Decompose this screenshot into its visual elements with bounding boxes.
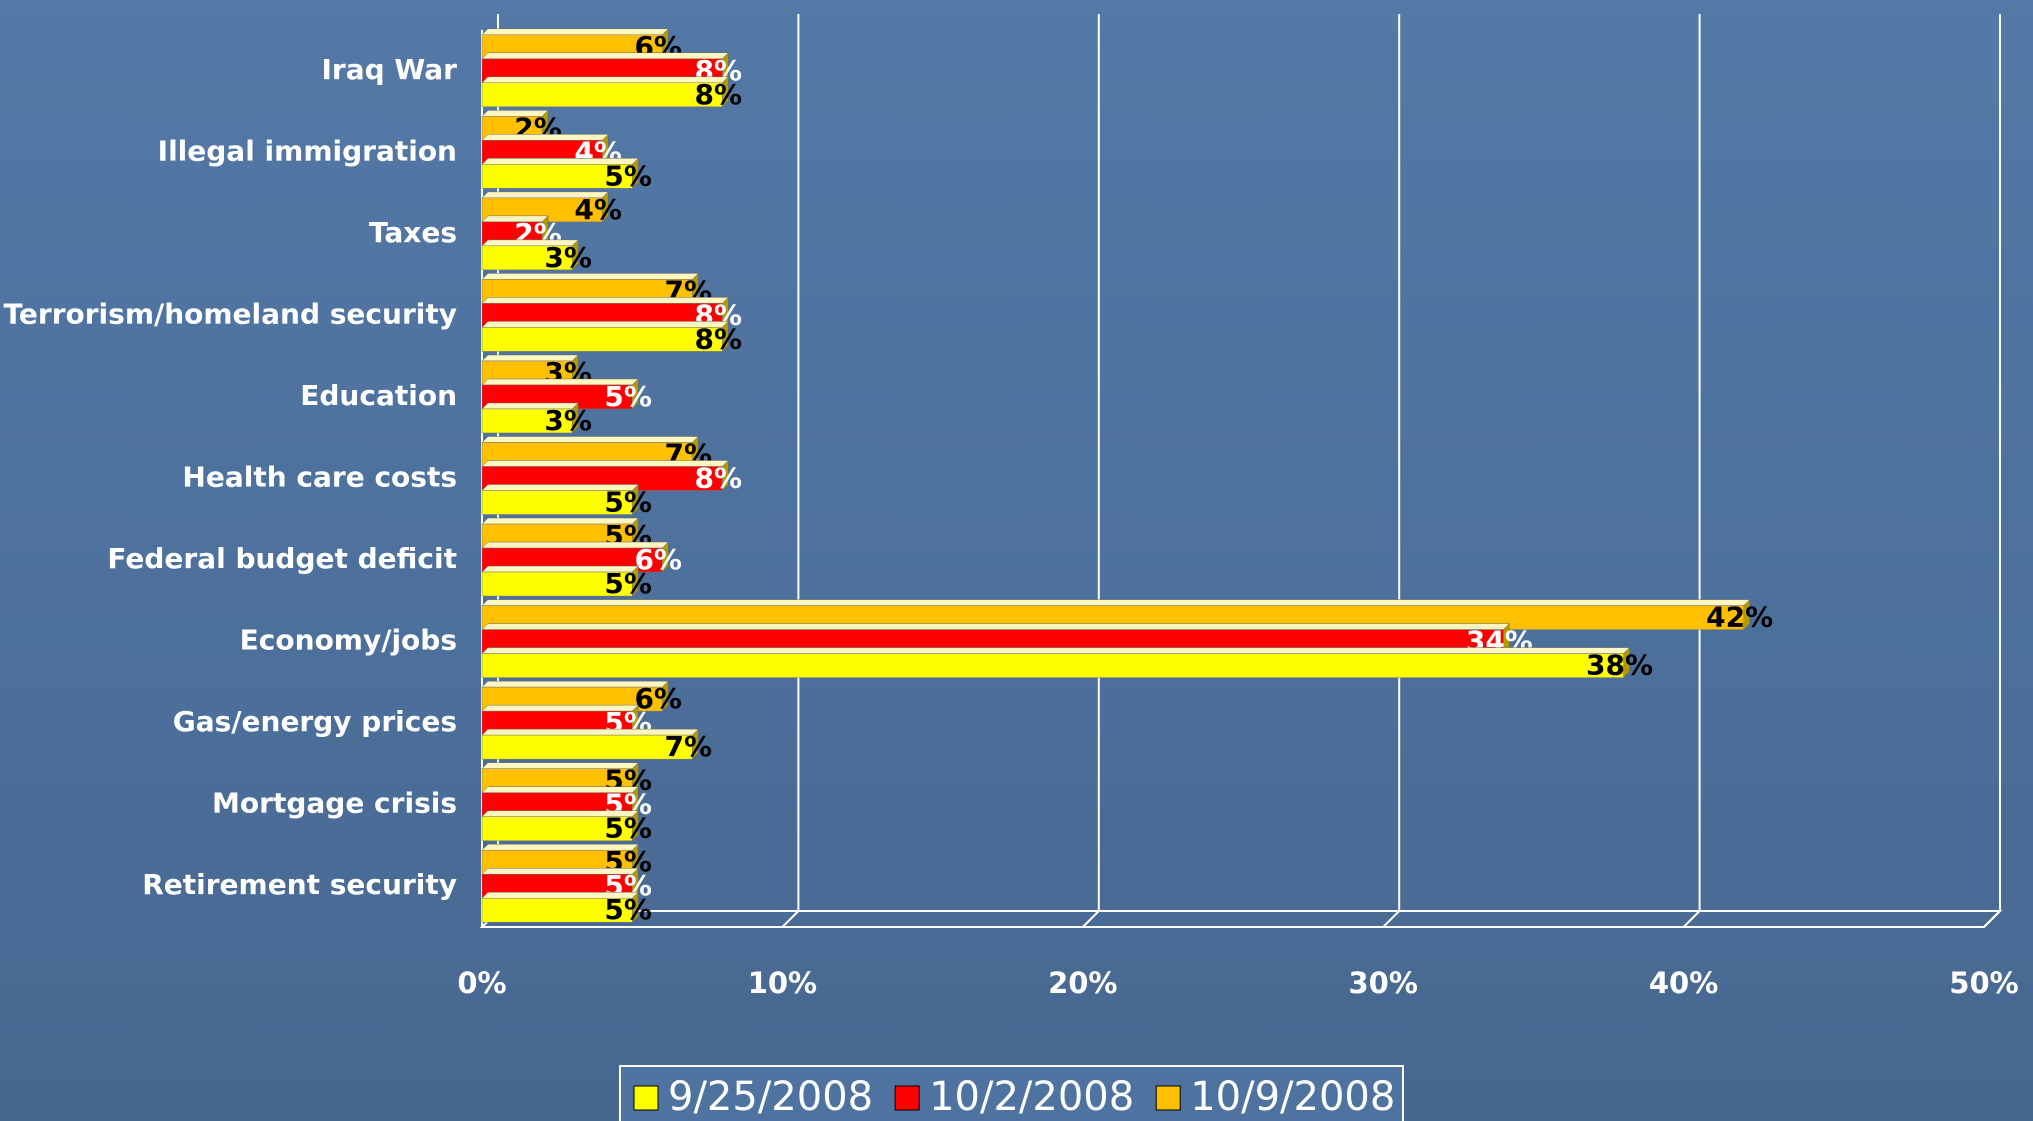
bar-group [481, 239, 579, 271]
bar-group [481, 891, 639, 923]
bar [481, 245, 573, 271]
data-label: 5% [604, 567, 652, 600]
bar-top [481, 321, 729, 328]
legend: 9/25/2008 10/2/2008 10/9/2008 [619, 1065, 1404, 1121]
data-label: 42% [1706, 601, 1773, 634]
bar-group [481, 565, 639, 597]
data-label: 8% [695, 78, 743, 111]
bar-top [481, 460, 729, 467]
data-label: 5% [604, 486, 652, 519]
bar [481, 164, 633, 189]
legend-box [619, 1065, 1404, 1121]
data-label: 38% [1586, 649, 1653, 682]
bar-group [481, 76, 729, 108]
bar-group [481, 320, 729, 353]
bar-group [481, 728, 699, 760]
tick-mark [781, 910, 800, 928]
bar [481, 734, 693, 760]
tick-mark [1382, 910, 1400, 928]
data-label: 5% [604, 159, 652, 192]
data-label: 8% [695, 322, 743, 355]
data-label: 3% [544, 241, 592, 274]
category-label: Mortgage crisis [212, 787, 457, 820]
bar-group [481, 157, 639, 189]
x-tick-label: 40% [1649, 966, 1718, 1000]
category-label: Terrorism/homeland security [4, 297, 457, 330]
data-label: 5% [604, 380, 652, 413]
bar-top [481, 647, 1631, 654]
legend-swatch [1155, 1085, 1181, 1111]
bar-top [481, 599, 1751, 606]
bar [481, 490, 633, 515]
data-label: 3% [544, 404, 592, 437]
data-label: 4% [574, 193, 622, 226]
bar-group [481, 483, 639, 516]
legend-swatch [894, 1085, 920, 1111]
data-label: 8% [695, 462, 743, 495]
data-label: 5% [604, 812, 652, 845]
bar-group [481, 646, 1631, 679]
bar [481, 82, 723, 108]
category-label: Iraq War [321, 53, 457, 86]
tick-mark [1983, 910, 2001, 928]
legend-label: 9/25/2008 [668, 1074, 873, 1120]
category-label: Illegal immigration [158, 134, 457, 167]
bar-top [481, 297, 729, 304]
category-label: Gas/energy prices [173, 705, 457, 738]
bar [481, 653, 1624, 678]
tick-mark [1082, 910, 1100, 928]
category-label: Taxes [369, 216, 457, 249]
bar [481, 897, 633, 923]
data-label: 5% [604, 893, 652, 926]
x-tick-label: 30% [1348, 966, 1417, 1000]
category-label: Economy/jobs [240, 624, 457, 657]
legend-label: 10/2/2008 [929, 1074, 1134, 1120]
data-label: 6% [634, 543, 682, 576]
category-label: Health care costs [182, 461, 457, 494]
data-label: 6% [634, 682, 682, 715]
bar-group [481, 402, 579, 434]
category-label: Federal budget deficit [107, 542, 457, 575]
bar [481, 571, 633, 597]
bar-top [481, 623, 1510, 630]
data-label: 7% [665, 730, 713, 763]
tick-mark [1682, 910, 1701, 928]
category-label: Retirement security [142, 868, 457, 901]
x-tick-label: 20% [1048, 966, 1117, 1000]
bar [481, 408, 573, 434]
bar [481, 816, 633, 841]
plot-floor [479, 910, 2003, 928]
category-label: Education [300, 379, 457, 412]
x-tick-label: 0% [457, 966, 506, 1000]
x-tick-label: 10% [748, 966, 817, 1000]
legend-label: 10/9/2008 [1190, 1074, 1395, 1120]
bar-group [481, 810, 639, 842]
bar [481, 327, 723, 352]
bar-top [481, 76, 729, 84]
bar-top [481, 52, 729, 60]
x-tick-label: 50% [1949, 966, 2018, 1000]
legend-swatch [633, 1085, 659, 1111]
